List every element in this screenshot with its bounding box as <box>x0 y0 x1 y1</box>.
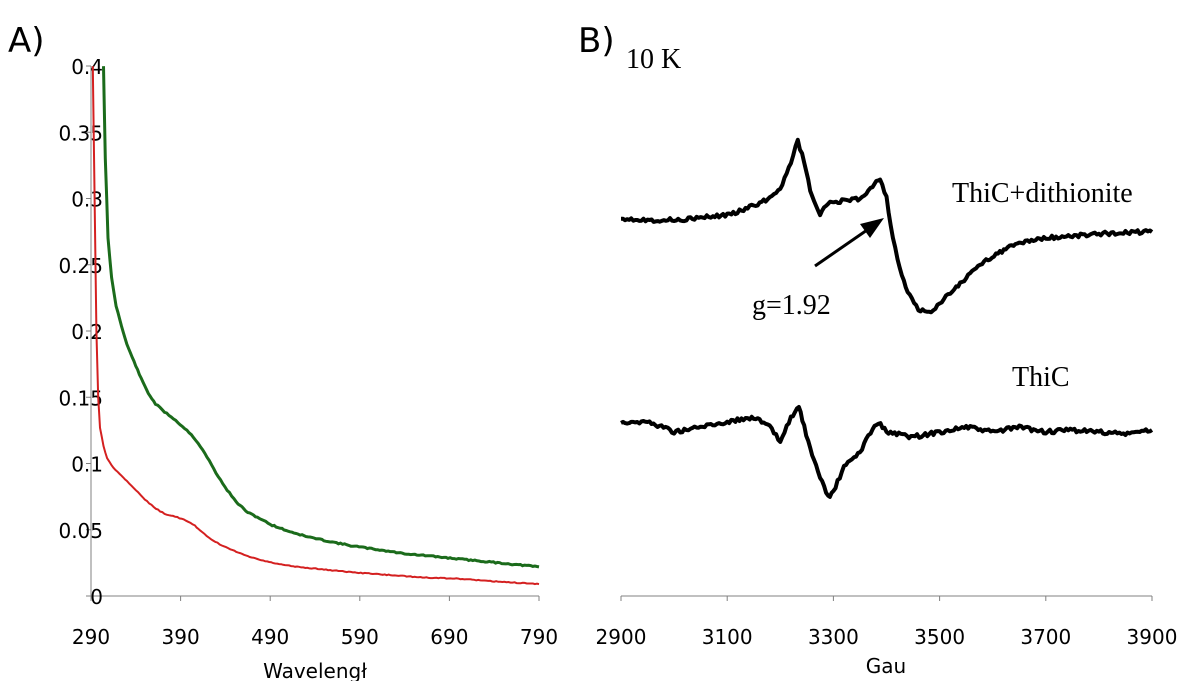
panel-a-label: A) <box>8 21 45 61</box>
epr-trace-thic <box>620 405 1154 499</box>
panel-a-y-tick-label: 0.1 <box>71 453 103 477</box>
panel-a-y-tick-label: 0 <box>90 585 103 609</box>
arrow-head <box>860 218 884 238</box>
panel-b-x-tick-label: 3900 <box>1127 625 1178 649</box>
panel-b-x-tick-label: 3300 <box>808 625 859 649</box>
lower-trace-label: ThiC <box>1012 362 1070 393</box>
upper-trace-label: ThiC+dithionite <box>952 178 1133 209</box>
panel-b-x-tick-label: 3500 <box>914 625 965 649</box>
panel-b-x-axis-label: Gau <box>866 654 906 678</box>
panel-a-y-tick-label: 0.15 <box>58 386 103 410</box>
panel-a-x-tick-label: 690 <box>430 625 468 649</box>
g-value-label: g=1.92 <box>752 290 831 321</box>
panel-a-y-tick-label: 0.4 <box>71 55 103 79</box>
panel-a-y-tick-label: 0.3 <box>71 188 103 212</box>
red-absorbance-trace <box>91 66 540 586</box>
panel-b-chart: 2900 3100 3300 3500 3700 3900 Gau ThiC+dithio… <box>596 137 1178 678</box>
panel-a-x-axis-label: Wavelengł <box>263 659 367 681</box>
panel-b-x-tick-label: 3100 <box>702 625 753 649</box>
panel-a-x-tick-label: 390 <box>162 625 200 649</box>
arrow-annotation <box>814 218 884 268</box>
panel-a-x-tick-label: 290 <box>72 625 110 649</box>
green-absorbance-trace <box>102 66 540 569</box>
panel-a-x-tick-label: 590 <box>341 625 379 649</box>
panel-b-x-tick-label: 2900 <box>596 625 647 649</box>
panel-b-x-tick-label: 3700 <box>1020 625 1071 649</box>
temperature-label: 10 K <box>626 44 681 75</box>
panel-a-x-tick-label: 790 <box>520 625 558 649</box>
panel-a-chart: 290 390 490 590 690 79000.050.10.150.20.250.3… <box>58 55 558 681</box>
panel-a-y-tick-label: 0.05 <box>58 519 103 543</box>
panel-a-x-tick-label: 490 <box>251 625 289 649</box>
epr-trace-thic-dithionite <box>621 137 1154 315</box>
panel-a-y-tick-label: 0.35 <box>58 121 103 145</box>
panel-b-label: B) <box>578 21 615 61</box>
arrow-shaft <box>814 226 871 268</box>
panel-a-y-tick-label: 0.2 <box>71 320 103 344</box>
